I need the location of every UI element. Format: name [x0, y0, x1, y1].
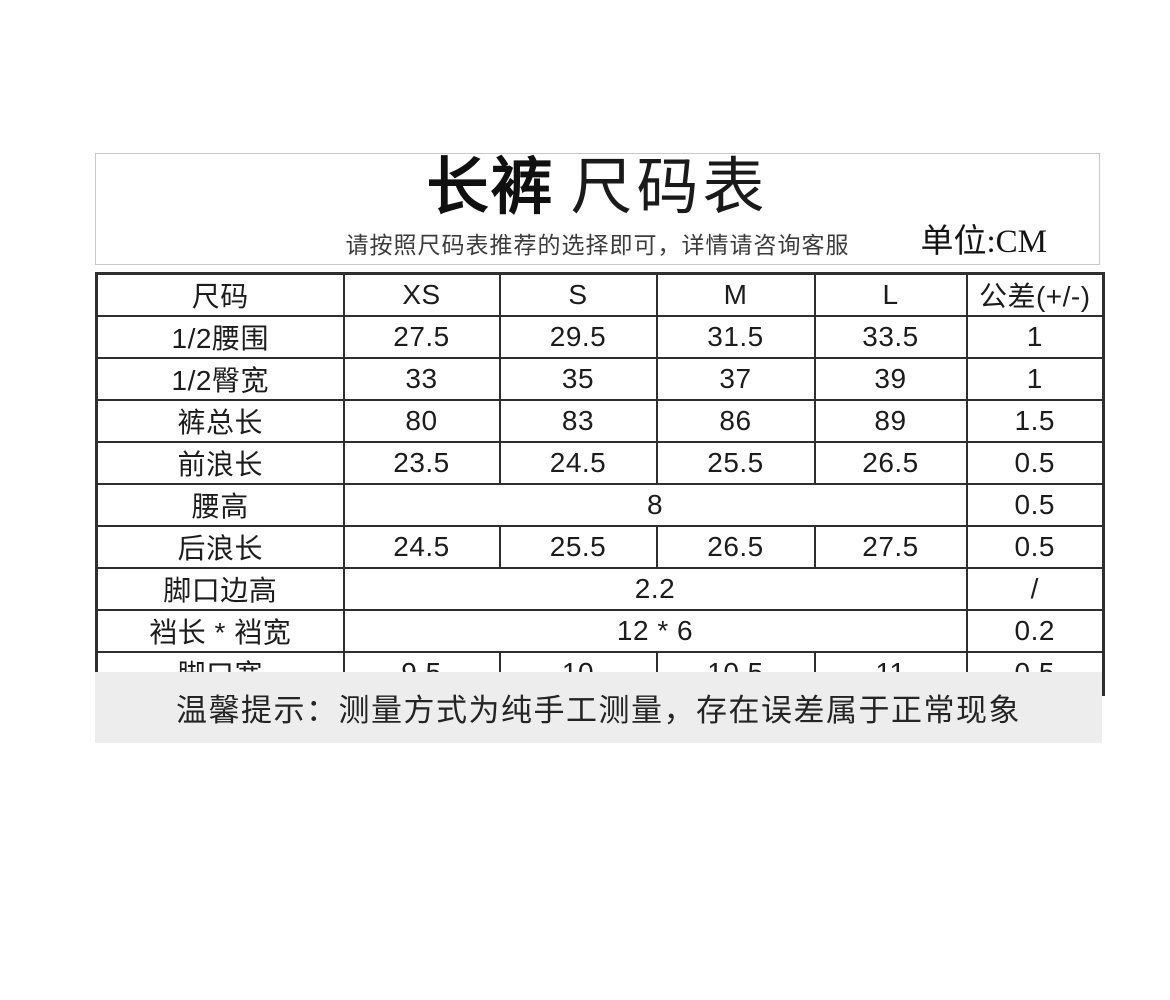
row-label-cell: 裤总长	[95, 399, 345, 443]
title-main-text: 长裤	[426, 153, 555, 222]
size-chart-table: 尺码 XS S M L 公差(+/-) 1/2腰围 27.5 29.5 31.5…	[95, 272, 1105, 696]
row-label-cell: 脚口边高	[95, 567, 345, 611]
size-value-cell: 29.5	[498, 315, 658, 359]
size-value-cell: 26.5	[813, 441, 968, 485]
size-value-cell: 24.5	[498, 441, 658, 485]
tolerance-cell: 1	[965, 357, 1105, 401]
size-value-cell: 23.5	[342, 441, 501, 485]
row-label-cell: 前浪长	[95, 441, 345, 485]
table-row: 1/2腰围 27.5 29.5 31.5 33.5 1	[95, 315, 1105, 359]
title-sub-text: 尺码表	[570, 154, 769, 222]
table-header-row: 尺码 XS S M L 公差(+/-)	[95, 272, 1105, 317]
size-value-cell: 24.5	[342, 525, 501, 569]
table-row: 后浪长 24.5 25.5 26.5 27.5 0.5	[95, 525, 1105, 569]
row-label-cell: 后浪长	[95, 525, 345, 569]
column-header-tolerance: 公差(+/-)	[965, 272, 1105, 317]
column-header-s: S	[498, 272, 658, 317]
size-value-cell: 26.5	[655, 525, 816, 569]
size-value-cell: 27.5	[342, 315, 501, 359]
merged-value-cell: 12 * 6	[342, 609, 968, 653]
tolerance-cell: 0.5	[965, 441, 1105, 485]
merged-value-cell: 8	[342, 483, 968, 527]
column-header-m: M	[655, 272, 816, 317]
size-chart-title-box: 长裤 尺码表 请按照尺码表推荐的选择即可，详情请咨询客服 单位:CM	[95, 153, 1100, 265]
tolerance-cell: 0.5	[965, 483, 1105, 527]
size-value-cell: 25.5	[498, 525, 658, 569]
size-value-cell: 86	[655, 399, 816, 443]
unit-label: 单位:CM	[920, 224, 1047, 260]
table-row: 裆长 * 裆宽 12 * 6 0.2	[95, 609, 1105, 653]
size-value-cell: 25.5	[655, 441, 816, 485]
row-label-cell: 1/2臀宽	[95, 357, 345, 401]
size-value-cell: 27.5	[813, 525, 968, 569]
table-row: 裤总长 80 83 86 89 1.5	[95, 399, 1105, 443]
size-value-cell: 83	[498, 399, 658, 443]
table-row: 脚口边高 2.2 /	[95, 567, 1105, 611]
subtitle-text: 请按照尺码表推荐的选择即可，详情请咨询客服	[345, 233, 850, 258]
row-label-cell: 1/2腰围	[95, 315, 345, 359]
tolerance-cell: 0.2	[965, 609, 1105, 653]
table-row: 腰高 8 0.5	[95, 483, 1105, 527]
size-value-cell: 33.5	[813, 315, 968, 359]
row-label-cell: 裆长 * 裆宽	[95, 609, 345, 653]
row-label-cell: 腰高	[95, 483, 345, 527]
tolerance-cell: 1	[965, 315, 1105, 359]
size-value-cell: 35	[498, 357, 658, 401]
column-header-xs: XS	[342, 272, 501, 317]
tolerance-cell: /	[965, 567, 1105, 611]
size-value-cell: 80	[342, 399, 501, 443]
column-header-l: L	[813, 272, 968, 317]
note-text: 温馨提示：测量方式为纯手工测量，存在误差属于正常现象	[176, 693, 1021, 728]
column-header-size: 尺码	[95, 272, 345, 317]
size-value-cell: 89	[813, 399, 968, 443]
note-band: 温馨提示：测量方式为纯手工测量，存在误差属于正常现象	[95, 672, 1102, 743]
tolerance-cell: 1.5	[965, 399, 1105, 443]
size-value-cell: 37	[655, 357, 816, 401]
size-value-cell: 39	[813, 357, 968, 401]
page-title: 长裤 尺码表	[96, 148, 1099, 244]
merged-value-cell: 2.2	[342, 567, 968, 611]
table-row: 前浪长 23.5 24.5 25.5 26.5 0.5	[95, 441, 1105, 485]
size-value-cell: 31.5	[655, 315, 816, 359]
size-value-cell: 33	[342, 357, 501, 401]
tolerance-cell: 0.5	[965, 525, 1105, 569]
table-row: 1/2臀宽 33 35 37 39 1	[95, 357, 1105, 401]
